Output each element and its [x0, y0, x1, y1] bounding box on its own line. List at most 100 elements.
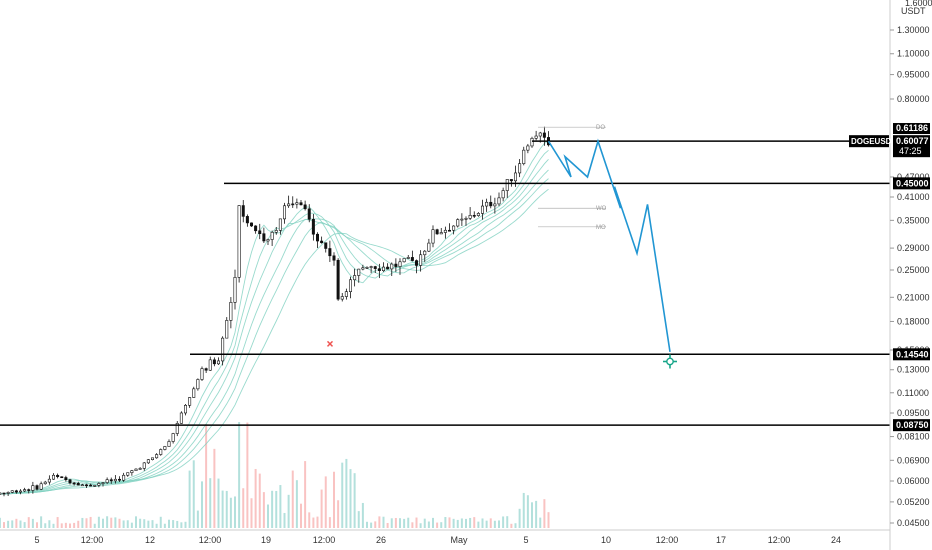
- volume-bar-77: [287, 494, 290, 528]
- symbol-tag-label: DOGEUSDT: [851, 137, 896, 146]
- candle-body-53: [188, 397, 192, 406]
- volume-bar-82: [308, 512, 311, 528]
- volume-bar-59: [213, 448, 216, 528]
- level-tag-label-1: 0.45000: [896, 178, 929, 188]
- volume-bar-76: [283, 512, 286, 528]
- candle-body-94: [357, 268, 361, 276]
- y-tick-label-1: 1.10000: [897, 49, 930, 59]
- candle-body-44: [151, 457, 155, 460]
- volume-bar-85: [320, 489, 323, 528]
- y-tick-label-2: 0.95000: [897, 70, 930, 80]
- target-icon: [663, 354, 677, 369]
- volume-bar-114: [440, 522, 443, 528]
- volume-bar-69: [254, 468, 257, 528]
- volume-bar-130: [506, 516, 509, 528]
- volume-bar-101: [386, 523, 389, 528]
- x-tick-label-3: 12:00: [199, 535, 222, 545]
- volume-bar-36: [118, 518, 121, 528]
- candle-body-100: [381, 266, 385, 272]
- y-tick-label-12: 0.13000: [897, 365, 930, 375]
- candle-body-128: [497, 197, 501, 205]
- volume-bar-95: [361, 502, 364, 528]
- y-tick-label-3: 0.80000: [897, 94, 930, 104]
- volume-bar-71: [262, 492, 265, 528]
- candle-body-30: [93, 485, 97, 487]
- volume-bar-83: [312, 517, 315, 528]
- volume-bar-129: [502, 516, 505, 528]
- volume-bar-103: [394, 517, 397, 528]
- candle-body-115: [443, 229, 447, 233]
- volume-bar-113: [436, 522, 439, 528]
- candle-body-64: [233, 277, 237, 303]
- y-tick-label-0: 1.30000: [897, 25, 930, 35]
- volume-bar-120: [465, 518, 467, 528]
- volume-bar-60: [217, 478, 220, 528]
- ribbon-line-3: [0, 169, 549, 495]
- volume-bar-12: [19, 520, 22, 528]
- candle-body-71: [262, 233, 266, 242]
- candle-body-129: [501, 190, 505, 199]
- candle-body-101: [386, 266, 390, 270]
- candle-body-74: [274, 230, 278, 233]
- volume-bar-39: [130, 522, 133, 528]
- candle-body-47: [163, 446, 167, 450]
- candle-body-127: [493, 203, 497, 207]
- candle-body-109: [419, 254, 423, 266]
- candle-body-57: [204, 368, 208, 371]
- volume-bar-66: [242, 488, 245, 528]
- candle-body-25: [72, 482, 76, 485]
- volume-bar-11: [15, 518, 18, 528]
- volume-bar-88: [333, 471, 335, 528]
- volume-bar-20: [52, 523, 55, 528]
- volume-bar-99: [378, 516, 381, 528]
- volume-bar-115: [444, 517, 447, 528]
- symbol-tag: [849, 135, 889, 148]
- candle-body-39: [130, 470, 134, 473]
- candle-body-68: [250, 222, 254, 227]
- volume-bar-133: [518, 508, 521, 528]
- candle-body-37: [122, 474, 126, 481]
- volume-bar-67: [246, 422, 249, 528]
- y-tick-label-7: 0.29000: [897, 243, 930, 253]
- volume-bar-81: [304, 461, 307, 528]
- volume-bar-56: [201, 481, 203, 528]
- volume-bar-79: [295, 480, 298, 528]
- candle-body-78: [291, 203, 295, 206]
- candle-body-138: [538, 132, 542, 137]
- candle-body-97: [369, 266, 373, 268]
- x-tick-label-11: 17: [716, 535, 726, 545]
- volume-bar-91: [345, 458, 348, 528]
- candle-body-102: [390, 263, 394, 270]
- volume-bar-9: [7, 520, 10, 528]
- candle-body-118: [456, 219, 460, 227]
- candle-body-86: [324, 242, 328, 249]
- volume-bar-136: [531, 502, 533, 528]
- candle-body-67: [245, 216, 249, 224]
- volume-bars: [0, 422, 550, 528]
- candle-body-88: [332, 255, 336, 261]
- volume-bar-65: [238, 422, 241, 528]
- volume-bar-100: [382, 516, 385, 528]
- volume-bar-51: [180, 522, 183, 528]
- volume-bar-108: [415, 517, 418, 528]
- countdown-label: 47:25: [899, 146, 922, 156]
- volume-bar-44: [151, 520, 154, 528]
- candle-body-135: [526, 145, 530, 151]
- chart-markers: [326, 340, 677, 369]
- candle-body-41: [138, 468, 142, 470]
- volume-bar-55: [196, 510, 199, 528]
- volume-bar-118: [456, 519, 459, 528]
- candle-body-12: [18, 490, 22, 493]
- volume-bar-105: [403, 518, 406, 528]
- candle-body-38: [126, 472, 130, 476]
- volume-bar-127: [493, 520, 496, 528]
- volume-bar-89: [337, 500, 340, 528]
- candle-body-70: [258, 230, 262, 234]
- candle-body-104: [398, 261, 402, 267]
- candle-body-92: [348, 279, 352, 292]
- volume-bar-80: [300, 503, 302, 528]
- candle-body-134: [522, 149, 526, 164]
- candle-body-16: [35, 485, 39, 490]
